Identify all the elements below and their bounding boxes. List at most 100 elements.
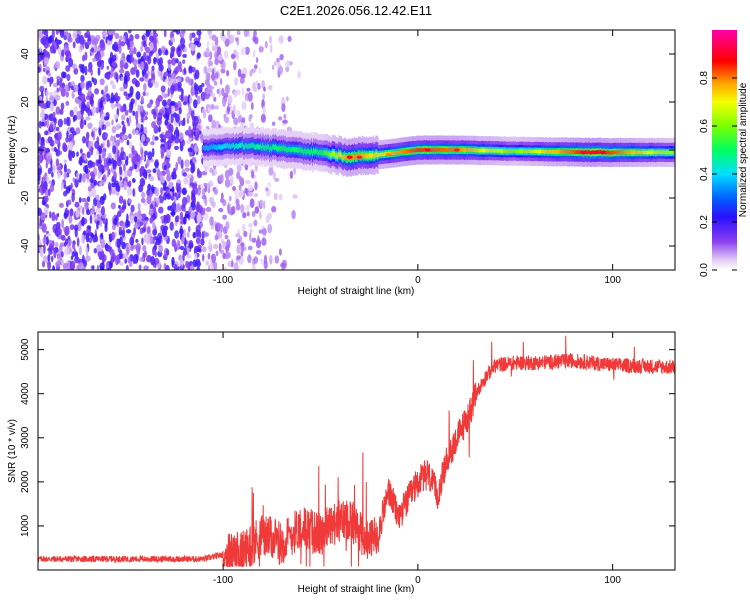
spectrogram-noise-blob	[126, 246, 130, 256]
spectrogram-noise-blob	[70, 182, 73, 190]
spectrogram-noise-blob	[204, 78, 210, 86]
spectrogram-noise-blob	[278, 65, 284, 75]
spectrogram-noise-blob	[183, 67, 187, 74]
spectrogram-noise-blob	[158, 206, 164, 214]
spectrogram-noise-blob	[101, 148, 106, 159]
spectrogram-ridge-cell	[235, 143, 237, 149]
spectrogram-ridge-cell	[431, 147, 434, 152]
spectrogram-noise-blob	[146, 169, 152, 174]
spectrogram-noise-blob	[156, 196, 160, 206]
spectrogram-ridge-cell	[477, 148, 480, 153]
spectrogram-ridge-cell	[546, 150, 549, 154]
spectrogram-noise-blob	[45, 236, 49, 246]
spectrogram-ridge-cell	[282, 145, 285, 151]
spectrogram-noise-blob	[132, 129, 136, 135]
spectrogram-noise-blob	[258, 67, 262, 74]
spectrogram-noise-blob	[51, 255, 54, 263]
spectrogram-ridge-cell	[241, 142, 243, 148]
spectrogram-noise-blob	[63, 212, 68, 220]
spectrogram-noise-blob	[151, 79, 156, 84]
spectrogram-ridge-cell	[346, 155, 348, 161]
spectrogram-ridge-cell	[299, 147, 301, 153]
spectrogram-noise-blob	[156, 168, 161, 179]
spectrogram-ridge-cell	[326, 150, 329, 156]
spectrogram-ridge-cell	[626, 150, 629, 155]
spectrogram-noise-blob	[82, 54, 86, 62]
spectrogram-ridge-cell	[228, 143, 230, 149]
spectrogram-noise-blob	[248, 115, 252, 123]
spectrogram-ridge-cell	[494, 148, 496, 153]
spectrogram-noise-blob	[140, 45, 144, 52]
spectrogram-ridge-cell	[362, 153, 365, 159]
spectrogram-noise-blob	[167, 76, 173, 87]
spectrogram-noise-blob	[105, 121, 111, 127]
spectrogram-noise-blob	[224, 250, 230, 260]
spectrogram-noise-blob	[56, 221, 61, 230]
spectrogram-noise-blob	[155, 52, 160, 58]
spectrogram-noise-blob	[184, 167, 190, 172]
spectrogram-noise-blob	[85, 106, 89, 113]
spectrogram-noise-blob	[142, 169, 148, 179]
spectrogram-noise-blob	[209, 216, 214, 226]
spectrogram-noise-blob	[139, 105, 144, 112]
spectrogram-noise-blob	[224, 50, 229, 59]
spectrogram-ridge-cell	[384, 152, 386, 156]
spectrogram-ridge-cell	[320, 149, 323, 155]
spectrogram-noise-blob	[63, 172, 67, 180]
spectrogram-noise-blob	[255, 250, 262, 255]
spectrogram-ridge-cell	[204, 145, 207, 151]
spectrogram-noise-blob	[76, 172, 79, 181]
spectrogram-noise-blob	[201, 82, 205, 88]
spectrogram-peak	[590, 150, 597, 154]
spectrogram-noise-blob	[44, 57, 49, 65]
spectrogram-noise-blob	[267, 223, 273, 234]
spectrogram-ridge-cell	[335, 153, 337, 159]
spectrogram-noise-blob	[50, 158, 53, 167]
spectrogram-noise-blob	[47, 155, 51, 165]
spectrogram-noise-blob	[66, 116, 70, 126]
spectrogram-noise-blob	[138, 264, 142, 270]
spectrogram-noise-blob	[211, 92, 216, 98]
spectrogram-noise-blob	[126, 139, 130, 146]
spectrogram-ridge-cell	[516, 149, 518, 154]
spectrogram-noise-blob	[38, 30, 42, 39]
snr-series-line	[38, 335, 675, 567]
spectrogram-ridge-cell	[535, 149, 537, 154]
spectrogram-ridge-cell	[259, 144, 261, 150]
spectrogram-ridge-cell	[523, 149, 525, 153]
spectrogram-ridge-cell	[429, 148, 432, 152]
spectrogram-ridge-cell	[233, 142, 235, 148]
spectrogram-noise-blob	[64, 84, 70, 92]
spectrogram-noise-blob	[141, 134, 146, 143]
spectrogram-ridge-cell	[365, 152, 367, 158]
spectrogram-noise-blob	[244, 92, 249, 102]
spectrogram-ridge-cell	[491, 148, 493, 153]
spectrogram-ridge-cell	[666, 150, 668, 155]
spectrogram-noise-blob	[55, 60, 60, 69]
spectrogram-ridge-cell	[461, 147, 463, 152]
spectrogram-ridge-cell	[556, 150, 558, 154]
spectrogram-ridge-cell	[301, 148, 303, 154]
spectrogram-ridge-cell	[471, 148, 474, 153]
spectrogram-ridge-cell	[438, 148, 441, 152]
spectrogram-ridge-cell	[503, 149, 505, 154]
spectrogram-noise-blob	[42, 75, 48, 85]
spectrogram-ridge-cell	[366, 153, 368, 159]
spectrogram-noise-blob	[195, 238, 201, 244]
spectrogram-noise-blob	[99, 219, 103, 228]
spectrogram-noise-blob	[139, 77, 145, 82]
spectrogram-noise-blob	[101, 30, 108, 37]
spectrogram-noise-blob	[148, 175, 155, 182]
spectrogram-noise-blob	[58, 86, 63, 92]
spectrogram-ridge-cell	[481, 148, 483, 153]
spectrogram-noise-blob	[180, 93, 184, 103]
spectrogram-ridge-cell	[539, 149, 541, 154]
spectrogram-ridge-cell	[483, 148, 485, 153]
spectrogram-ridge-cell	[381, 152, 383, 157]
spectrogram-noise-blob	[121, 241, 127, 250]
spectrogram-ridge-cell	[283, 146, 286, 151]
spectrogram-noise-blob	[80, 80, 85, 90]
spectrogram-ridge-cell	[341, 153, 343, 159]
spectrogram-noise-blob	[226, 239, 231, 249]
spectrogram-noise-blob	[121, 52, 125, 59]
